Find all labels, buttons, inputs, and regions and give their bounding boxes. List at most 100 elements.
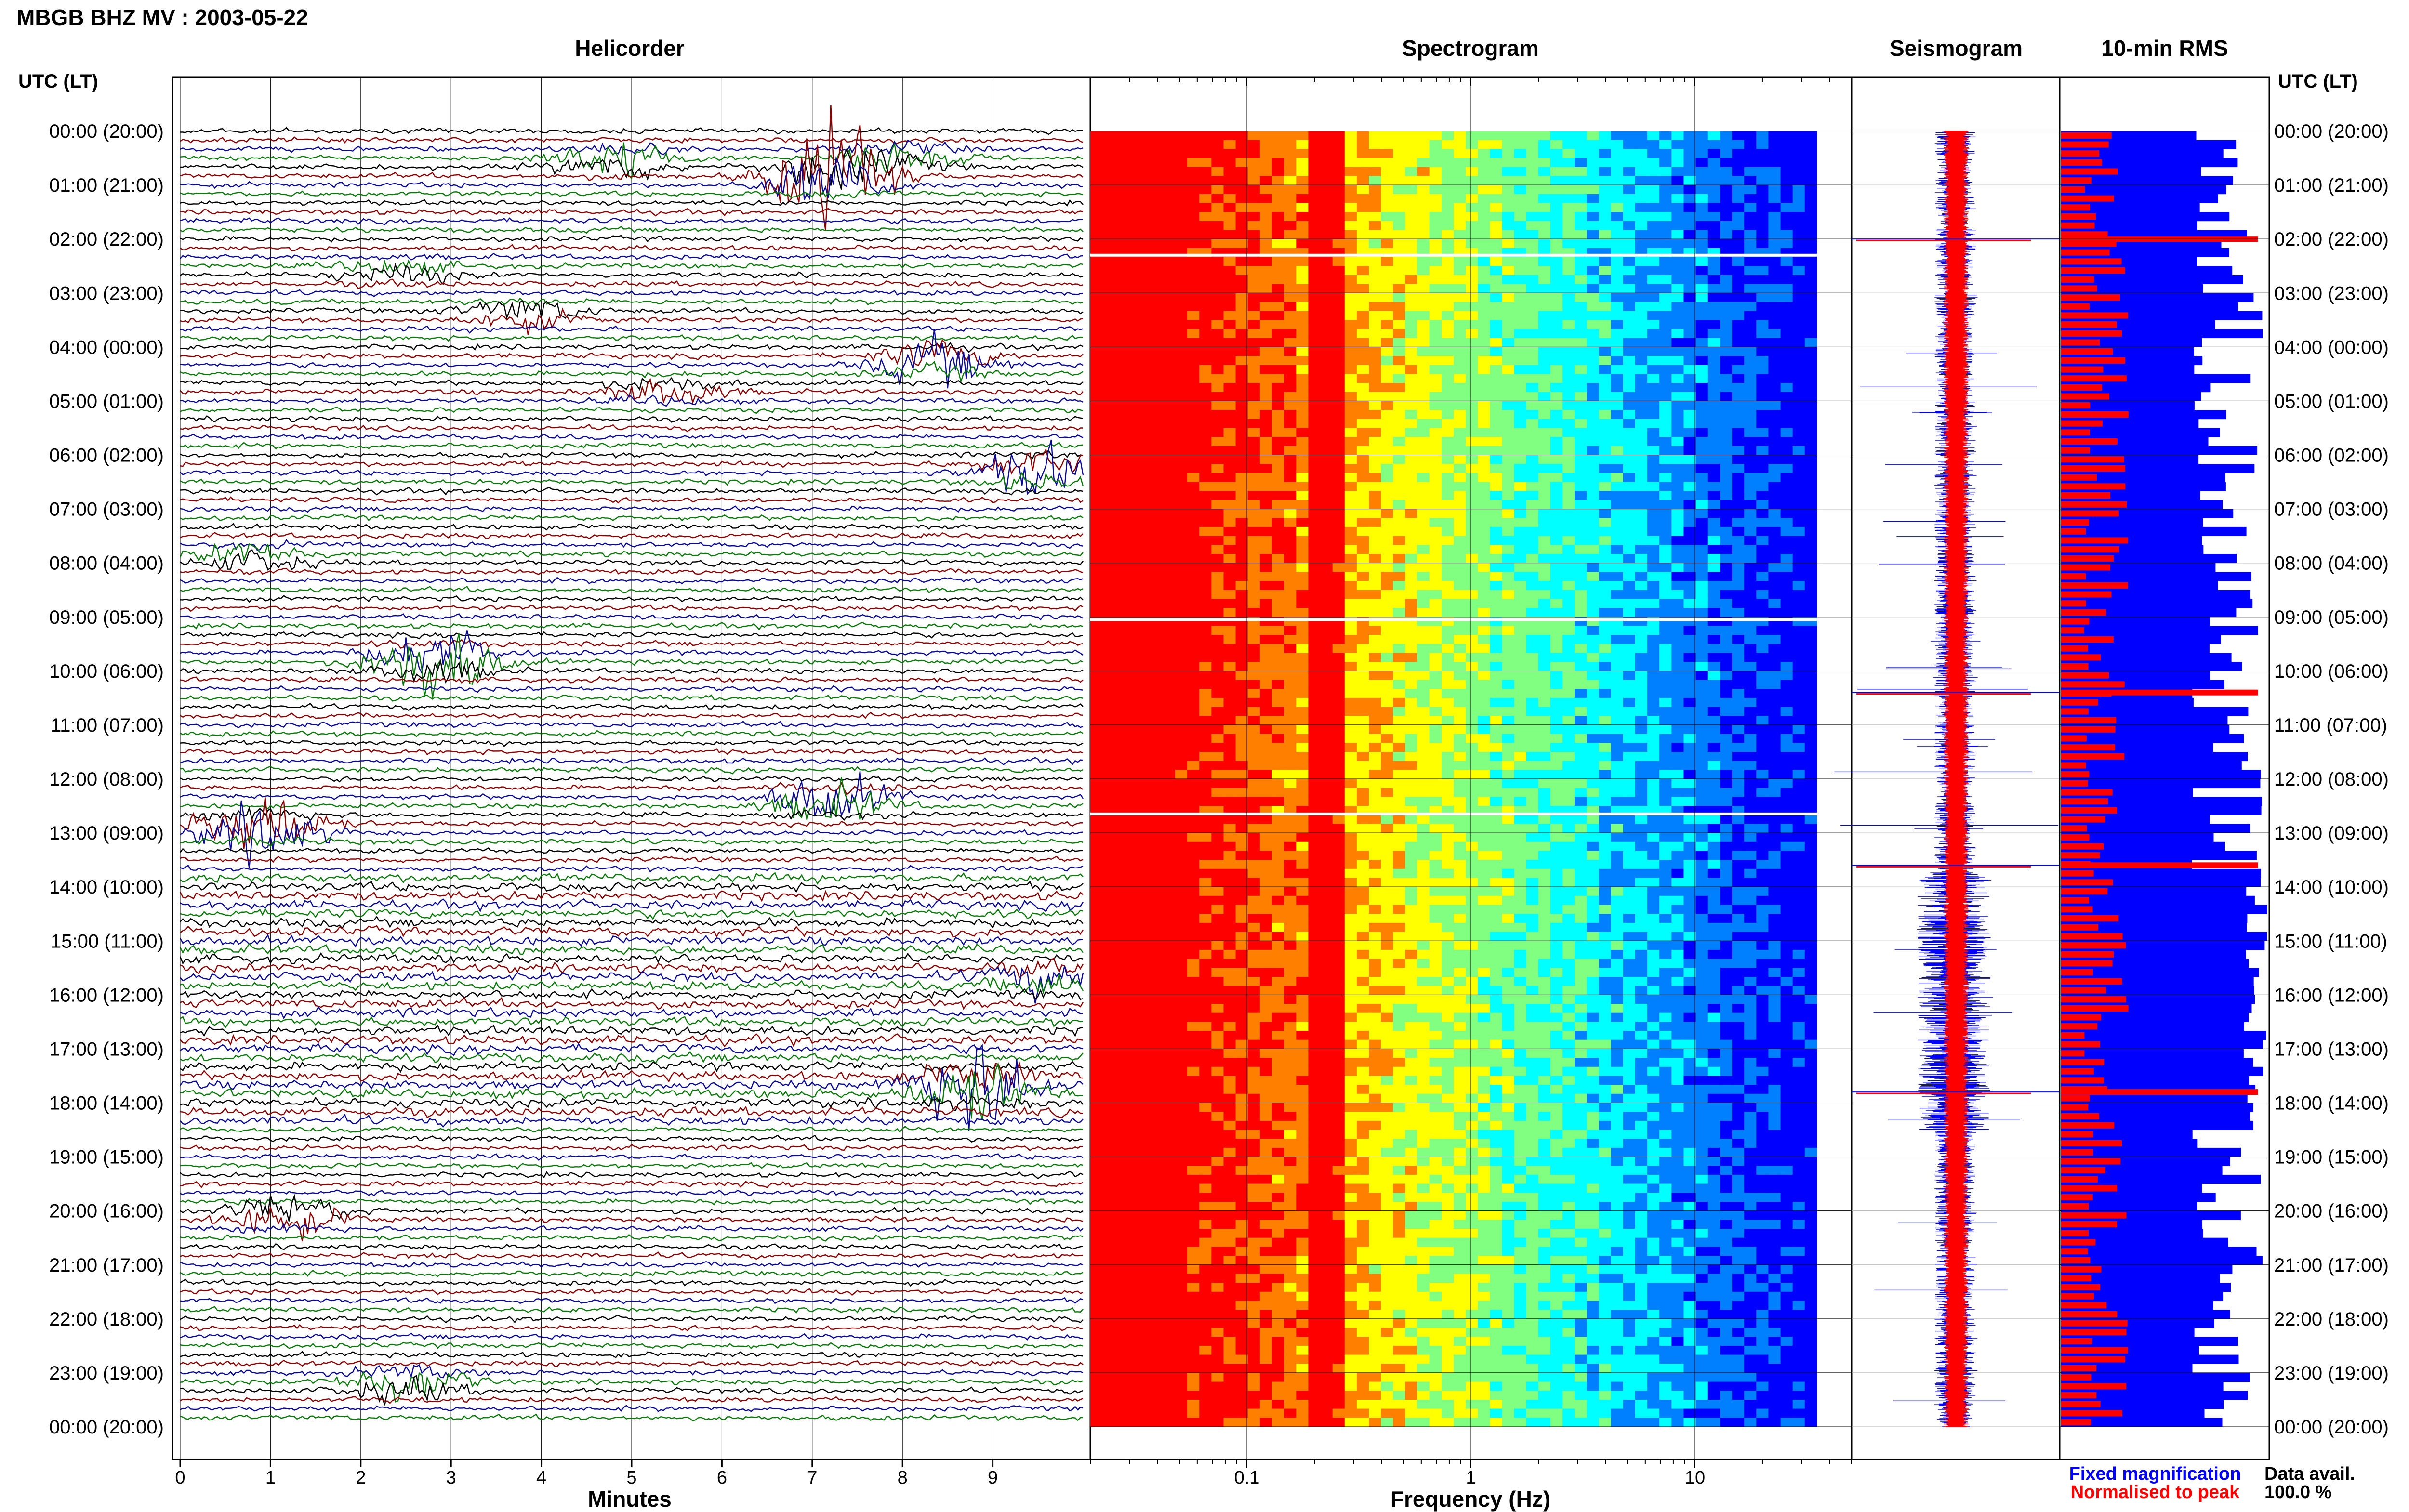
spectrogram-cell [1550,329,1563,339]
spectrogram-cell [1635,185,1648,195]
spectrogram-cell [1792,671,1805,680]
spectrogram-cell [1526,752,1539,762]
helicorder-trace [180,1261,1084,1268]
spectrogram-cell [1102,761,1115,770]
spectrogram-cell [1199,824,1212,833]
spectrogram-cell [1320,464,1333,473]
spectrogram-cell [1163,761,1176,770]
spectrogram-cell [1550,275,1563,285]
spectrogram-cell [1320,311,1333,320]
spectrogram-cell [1175,383,1188,393]
spectrogram-cell [1780,149,1793,158]
spectrogram-cell [1720,563,1733,572]
spectrogram-cell [1308,221,1321,230]
spectrogram-cell [1235,724,1248,735]
spectrogram-cell [1599,266,1612,276]
spectrogram-cell [1695,239,1708,249]
spectrogram-cell [1429,455,1442,464]
spectrogram-cell [1768,536,1781,545]
spectrogram-cell [1151,482,1164,491]
spectrogram-cell [1732,131,1745,141]
spectrogram-cell [1768,707,1781,716]
spectrogram-cell [1804,374,1817,383]
spectrogram-cell [1175,671,1188,680]
spectrogram-cell [1272,428,1284,437]
spectrogram-cell [1659,833,1672,842]
spectrogram-cell [1441,743,1454,752]
spectrogram-cell [1502,464,1515,473]
spectrogram-cell [1138,203,1152,212]
spectrogram-cell [1756,841,1769,851]
spectrogram-cell [1599,815,1612,824]
spectrogram-cell [1126,293,1139,302]
spectrogram-cell [1804,716,1817,725]
spectrogram-cell [1599,707,1612,716]
spectrogram-cell [1756,815,1769,824]
spectrogram-cell [1235,788,1248,797]
spectrogram-cell [1635,743,1648,752]
spectrogram-cell [1259,734,1272,743]
spectrogram-cell [1369,401,1381,410]
spectrogram-cell [1454,176,1466,185]
spectrogram-cell [1804,140,1817,149]
spectrogram-cell [1175,320,1188,329]
helicorder-trace [180,471,1084,490]
spectrogram-image [1090,131,1817,1427]
spectrogram-cell [1707,257,1721,266]
spectrogram-cell [1369,779,1381,789]
spectrogram-cell [1647,653,1660,662]
spectrogram-cell [1792,194,1805,203]
spectrogram-cell [1369,526,1381,537]
spectrogram-cell [1744,824,1757,833]
spectrogram-cell [1502,383,1515,393]
spectrogram-cell [1720,149,1733,158]
spectrogram-cell [1647,446,1660,455]
spectrogram-cell [1526,392,1539,401]
helicorder-x-tick-label: 5 [626,1468,636,1488]
spectrogram-cell [1611,536,1624,545]
spectrogram-cell [1441,491,1454,500]
spectrogram-cell [1562,410,1575,420]
spectrogram-cell [1441,680,1454,689]
helicorder-trace [180,1016,1084,1029]
spectrogram-cell [1417,581,1430,591]
spectrogram-cell [1284,491,1297,500]
spectrogram-cell [1369,149,1381,158]
spectrogram-cell [1138,338,1152,347]
spectrogram-cell [1211,779,1224,789]
spectrogram-cell [1514,653,1527,662]
spectrogram-cell [1126,662,1139,671]
spectrogram-cell [1635,365,1648,374]
spectrogram-cell [1707,428,1721,437]
spectrogram-cell [1247,653,1260,662]
spectrogram-cell [1126,446,1139,455]
spectrogram-cell [1356,131,1369,141]
spectrogram-cell [1175,716,1188,725]
spectrogram-cell [1466,131,1478,141]
spectrogram-cell [1599,635,1612,644]
spectrogram-cell [1090,401,1103,410]
spectrogram-cell [1344,590,1357,599]
spectrogram-cell [1296,554,1309,564]
spectrogram-cell [1768,644,1781,653]
spectrogram-cell [1454,437,1466,447]
spectrogram-cell [1623,563,1636,572]
spectrogram-cell [1780,410,1793,420]
spectrogram-cell [1514,347,1527,356]
spectrogram-cell [1454,734,1466,743]
helicorder-x-tick-label: 4 [536,1468,546,1488]
spectrogram-cell [1102,518,1115,527]
helicorder-trace [180,1270,1084,1277]
spectrogram-cell [1320,724,1333,735]
spectrogram-cell [1502,428,1515,437]
spectrogram-cell [1611,581,1624,591]
spectrogram-cell [1562,158,1575,168]
spectrogram-cell [1647,311,1660,320]
spectrogram-cell [1647,410,1660,420]
spectrogram-cell [1804,473,1817,483]
spectrogram-cell [1635,266,1648,276]
spectrogram-cell [1344,212,1357,222]
spectrogram-cell [1720,302,1733,312]
spectrogram-cell [1259,158,1272,168]
spectrogram-cell [1211,266,1224,276]
